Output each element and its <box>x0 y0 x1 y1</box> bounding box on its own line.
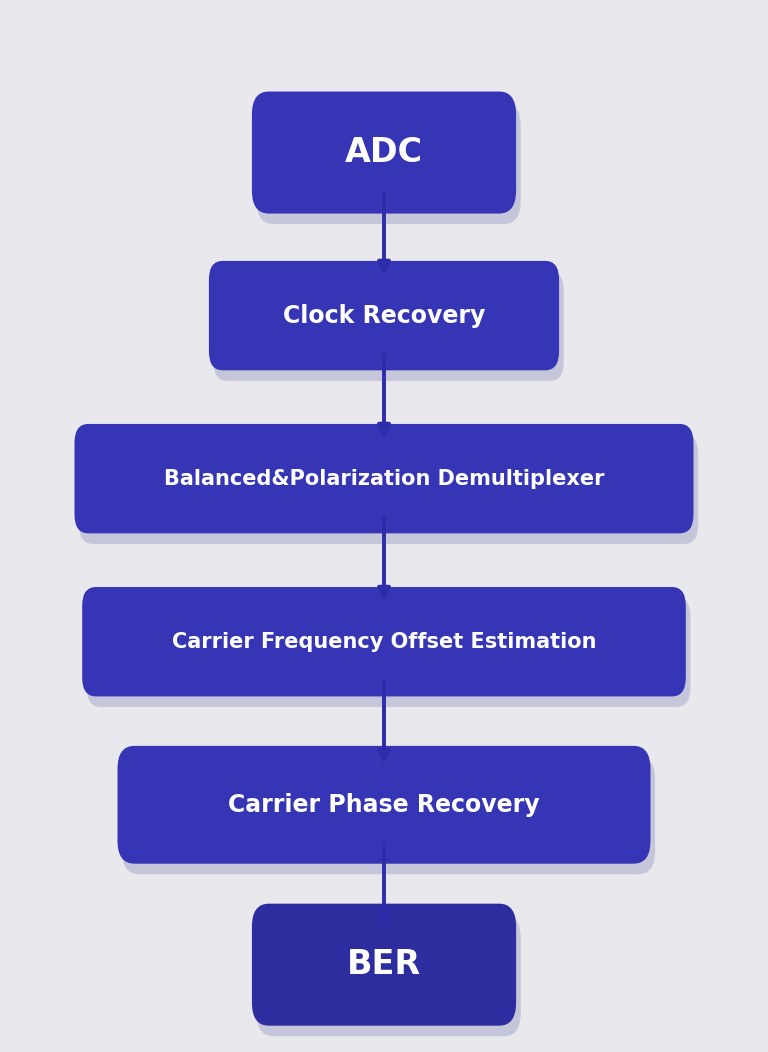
Text: Balanced&Polarization Demultiplexer: Balanced&Polarization Demultiplexer <box>164 468 604 489</box>
FancyBboxPatch shape <box>252 904 516 1026</box>
FancyBboxPatch shape <box>257 914 521 1036</box>
FancyBboxPatch shape <box>214 271 564 381</box>
Text: Carrier Frequency Offset Estimation: Carrier Frequency Offset Estimation <box>172 631 596 652</box>
FancyBboxPatch shape <box>252 92 516 214</box>
Text: Carrier Phase Recovery: Carrier Phase Recovery <box>228 793 540 816</box>
Text: Clock Recovery: Clock Recovery <box>283 304 485 327</box>
FancyBboxPatch shape <box>87 598 690 707</box>
FancyBboxPatch shape <box>209 261 559 370</box>
FancyBboxPatch shape <box>74 424 694 533</box>
FancyBboxPatch shape <box>79 434 698 544</box>
Text: BER: BER <box>347 948 421 982</box>
FancyBboxPatch shape <box>118 746 650 864</box>
FancyBboxPatch shape <box>257 102 521 224</box>
Text: ADC: ADC <box>345 136 423 169</box>
FancyBboxPatch shape <box>122 756 655 874</box>
FancyBboxPatch shape <box>82 587 686 696</box>
